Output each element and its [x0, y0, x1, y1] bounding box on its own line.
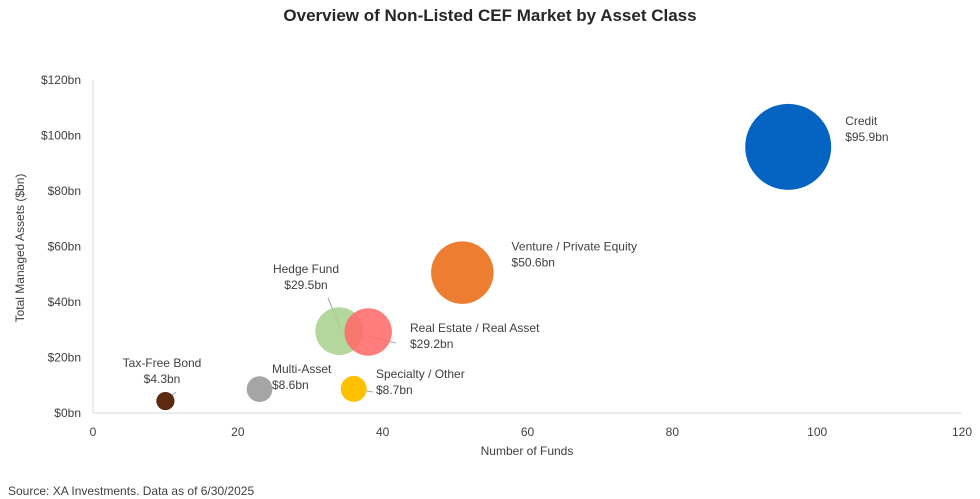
bubble-specialty-other — [340, 375, 367, 402]
bubble-value-label: $29.5bn — [284, 278, 327, 292]
x-axis-title: Number of Funds — [481, 444, 574, 458]
bubble-value-label: $29.2bn — [410, 337, 453, 351]
bubble-name-label: Multi-Asset — [272, 362, 332, 376]
bubble-labels: Credit $95.9bn Venture / Private Equity $50… — [123, 114, 889, 397]
x-tick-label: 0 — [90, 425, 97, 439]
y-axis-title: Total Managed Assets ($bn) — [13, 174, 27, 323]
y-tick-label: $60bn — [48, 240, 81, 254]
y-axis: $0bn $20bn $40bn $60bn $80bn $100bn $120bn — [41, 73, 94, 420]
y-tick-label: $20bn — [48, 351, 81, 365]
bubble-value-label: $95.9bn — [845, 130, 888, 144]
y-tick-label: $40bn — [48, 295, 81, 309]
bubble-name-label: Specialty / Other — [376, 367, 465, 381]
x-tick-label: 80 — [666, 425, 680, 439]
bubble-name-label: Credit — [845, 114, 878, 128]
chart-title: Overview of Non-Listed CEF Market by Ass… — [283, 6, 697, 25]
bubble-name-label: Tax-Free Bond — [123, 356, 202, 370]
bubble-value-label: $8.6bn — [272, 378, 309, 392]
bubble-real-estate-real-asset — [344, 308, 392, 356]
y-tick-label: $120bn — [41, 73, 81, 87]
bubble-value-label: $8.7bn — [376, 383, 413, 397]
x-tick-label: 40 — [376, 425, 390, 439]
bubbles — [156, 103, 832, 411]
x-tick-label: 120 — [952, 425, 972, 439]
bubble-value-label: $4.3bn — [144, 372, 181, 386]
bubble-tax-free-bond — [156, 391, 175, 411]
bubble-name-label: Venture / Private Equity — [512, 240, 637, 254]
x-tick-label: 60 — [521, 425, 535, 439]
bubble-name-label: Real Estate / Real Asset — [410, 321, 540, 335]
bubble-venture-private-equity — [431, 241, 494, 304]
bubble-chart: $0bn $20bn $40bn $60bn $80bn $100bn $120bn 0 20… — [13, 73, 972, 458]
y-tick-label: $100bn — [41, 129, 81, 143]
x-tick-label: 20 — [231, 425, 245, 439]
bubble-credit — [745, 103, 832, 190]
source-note: Source: XA Investments. Data as of 6/30/… — [8, 484, 255, 498]
bubble-multi-asset — [246, 376, 273, 403]
x-axis: 0 20 40 60 80 100 120 — [90, 412, 972, 439]
y-tick-label: $0bn — [54, 406, 81, 420]
x-tick-label: 100 — [807, 425, 827, 439]
bubble-name-label: Hedge Fund — [273, 262, 339, 276]
y-tick-label: $80bn — [48, 184, 81, 198]
bubble-value-label: $50.6bn — [512, 256, 555, 270]
